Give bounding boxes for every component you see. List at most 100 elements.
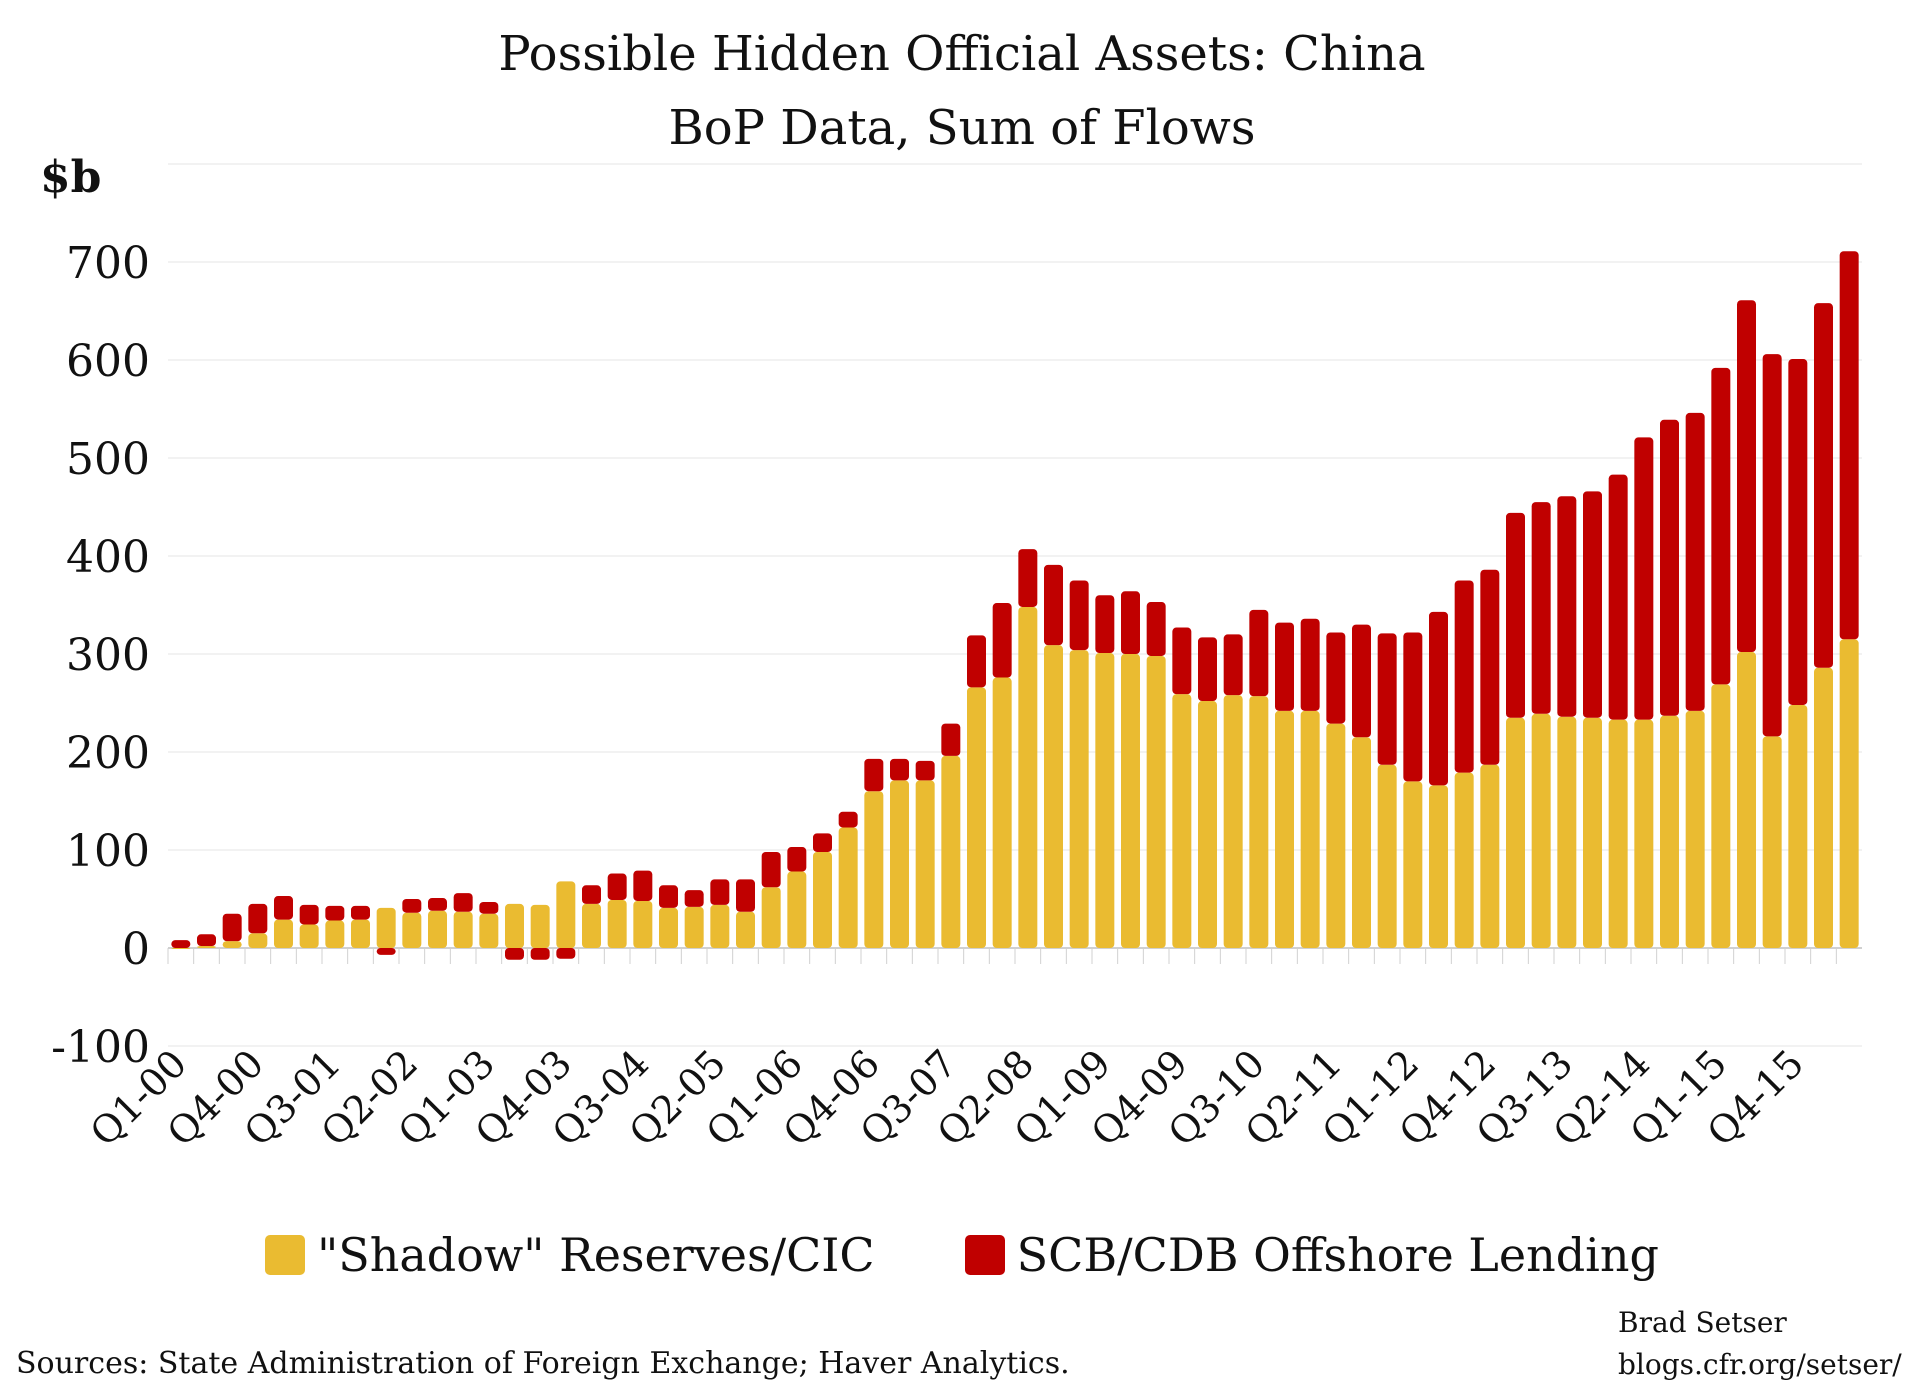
bar-shadow-reserves bbox=[505, 903, 524, 948]
bar-offshore-lending bbox=[1583, 491, 1602, 718]
bar-shadow-reserves bbox=[274, 919, 293, 948]
y-tick-label: 400 bbox=[66, 532, 150, 583]
bar-offshore-lending bbox=[659, 885, 678, 908]
bar-shadow-reserves bbox=[1172, 694, 1192, 948]
bar-offshore-lending bbox=[248, 903, 268, 934]
bar-offshore-lending bbox=[505, 948, 524, 960]
bar-offshore-lending bbox=[402, 899, 422, 913]
bar-shadow-reserves bbox=[915, 780, 935, 948]
bar-offshore-lending bbox=[1506, 512, 1525, 718]
bar-offshore-lending bbox=[1788, 359, 1808, 705]
bar-shadow-reserves bbox=[1454, 772, 1474, 948]
legend-item-shadow-reserves: "Shadow" Reserves/CIC bbox=[265, 1228, 875, 1282]
bar-offshore-lending bbox=[197, 934, 216, 947]
bar-shadow-reserves bbox=[1608, 719, 1628, 948]
bar-shadow-reserves bbox=[1839, 639, 1859, 948]
bar-offshore-lending bbox=[710, 879, 730, 905]
bar-offshore-lending bbox=[1018, 549, 1038, 607]
bar-offshore-lending bbox=[1249, 609, 1269, 697]
bar-offshore-lending bbox=[1403, 632, 1423, 782]
bar-shadow-reserves bbox=[376, 907, 396, 948]
bar-shadow-reserves bbox=[479, 913, 499, 948]
bar-offshore-lending bbox=[1326, 632, 1346, 724]
bar-shadow-reserves bbox=[736, 911, 755, 948]
chart-title: Possible Hidden Official Assets: China bbox=[498, 26, 1426, 82]
legend-item-offshore-lending: SCB/CDB Offshore Lending bbox=[964, 1228, 1659, 1282]
bar-shadow-reserves bbox=[1095, 653, 1115, 948]
bar-shadow-reserves bbox=[607, 899, 627, 948]
bar-offshore-lending bbox=[530, 948, 550, 960]
bar-offshore-lending bbox=[1172, 627, 1192, 695]
bar-offshore-lending bbox=[1377, 633, 1397, 765]
bar-shadow-reserves bbox=[1737, 652, 1756, 948]
bar-offshore-lending bbox=[813, 833, 832, 852]
bar-offshore-lending bbox=[838, 811, 858, 828]
bar-offshore-lending bbox=[915, 760, 935, 781]
bar-offshore-lending bbox=[1711, 367, 1731, 685]
bar-shadow-reserves bbox=[299, 924, 319, 948]
bar-offshore-lending bbox=[582, 885, 601, 904]
bar-offshore-lending bbox=[941, 723, 961, 756]
bar-shadow-reserves bbox=[248, 933, 268, 948]
bar-shadow-reserves bbox=[1685, 710, 1705, 948]
bar-shadow-reserves bbox=[633, 900, 653, 948]
credit: Brad Setser blogs.cfr.org/setser/ bbox=[1618, 1302, 1902, 1386]
bar-shadow-reserves bbox=[1788, 704, 1808, 948]
legend-label: SCB/CDB Offshore Lending bbox=[1016, 1228, 1659, 1282]
bar-offshore-lending bbox=[376, 948, 396, 955]
bar-offshore-lending bbox=[1839, 251, 1859, 640]
bar-shadow-reserves bbox=[1121, 654, 1140, 948]
bar-shadow-reserves bbox=[659, 907, 678, 948]
bar-shadow-reserves bbox=[1249, 696, 1269, 948]
y-tick-label: 300 bbox=[66, 630, 150, 681]
bar-offshore-lending bbox=[787, 847, 807, 872]
bar-offshore-lending bbox=[1814, 303, 1833, 668]
bar-shadow-reserves bbox=[890, 780, 909, 948]
bar-shadow-reserves bbox=[1403, 781, 1423, 948]
bar-shadow-reserves bbox=[684, 906, 704, 948]
bar-shadow-reserves bbox=[171, 948, 191, 949]
bar-offshore-lending bbox=[453, 893, 473, 912]
bar-offshore-lending bbox=[1737, 300, 1756, 653]
bar-offshore-lending bbox=[556, 948, 576, 959]
bar-offshore-lending bbox=[428, 898, 447, 911]
bar-shadow-reserves bbox=[710, 904, 730, 948]
bar-offshore-lending bbox=[1275, 622, 1294, 711]
bar-shadow-reserves bbox=[197, 946, 216, 948]
y-tick-label: 100 bbox=[66, 826, 150, 877]
bar-shadow-reserves bbox=[1762, 736, 1782, 948]
bar-offshore-lending bbox=[1634, 437, 1654, 720]
legend-label: "Shadow" Reserves/CIC bbox=[317, 1228, 875, 1282]
bar-offshore-lending bbox=[684, 890, 704, 907]
bar-offshore-lending bbox=[607, 873, 627, 900]
bar-offshore-lending bbox=[890, 758, 909, 781]
bar-offshore-lending bbox=[479, 901, 499, 914]
bar-shadow-reserves bbox=[530, 904, 550, 948]
bar-offshore-lending bbox=[761, 851, 781, 888]
bar-shadow-reserves bbox=[1018, 606, 1038, 948]
bar-offshore-lending bbox=[1069, 580, 1089, 651]
bar-shadow-reserves bbox=[351, 919, 370, 948]
bar-offshore-lending bbox=[864, 758, 884, 792]
bar-shadow-reserves bbox=[582, 903, 601, 948]
bar-shadow-reserves bbox=[838, 827, 858, 948]
bar-shadow-reserves bbox=[787, 871, 807, 948]
y-tick-label: 200 bbox=[66, 728, 150, 779]
bar-offshore-lending bbox=[1095, 595, 1115, 654]
bar-shadow-reserves bbox=[428, 910, 447, 948]
credit-site: blogs.cfr.org/setser/ bbox=[1618, 1348, 1902, 1381]
bar-shadow-reserves bbox=[1377, 764, 1397, 948]
bar-offshore-lending bbox=[1608, 474, 1628, 720]
bar-offshore-lending bbox=[1557, 496, 1577, 717]
bar-shadow-reserves bbox=[1814, 667, 1833, 948]
bar-offshore-lending bbox=[1044, 564, 1063, 646]
bar-shadow-reserves bbox=[1711, 684, 1731, 948]
bar-shadow-reserves bbox=[222, 941, 242, 948]
bar-offshore-lending bbox=[222, 913, 242, 942]
y-axis-label: $b bbox=[40, 152, 102, 203]
bar-shadow-reserves bbox=[1557, 716, 1577, 948]
bar-offshore-lending bbox=[1300, 618, 1320, 711]
bar-offshore-lending bbox=[274, 896, 293, 920]
bar-offshore-lending bbox=[1429, 611, 1448, 786]
bar-offshore-lending bbox=[1223, 634, 1243, 696]
